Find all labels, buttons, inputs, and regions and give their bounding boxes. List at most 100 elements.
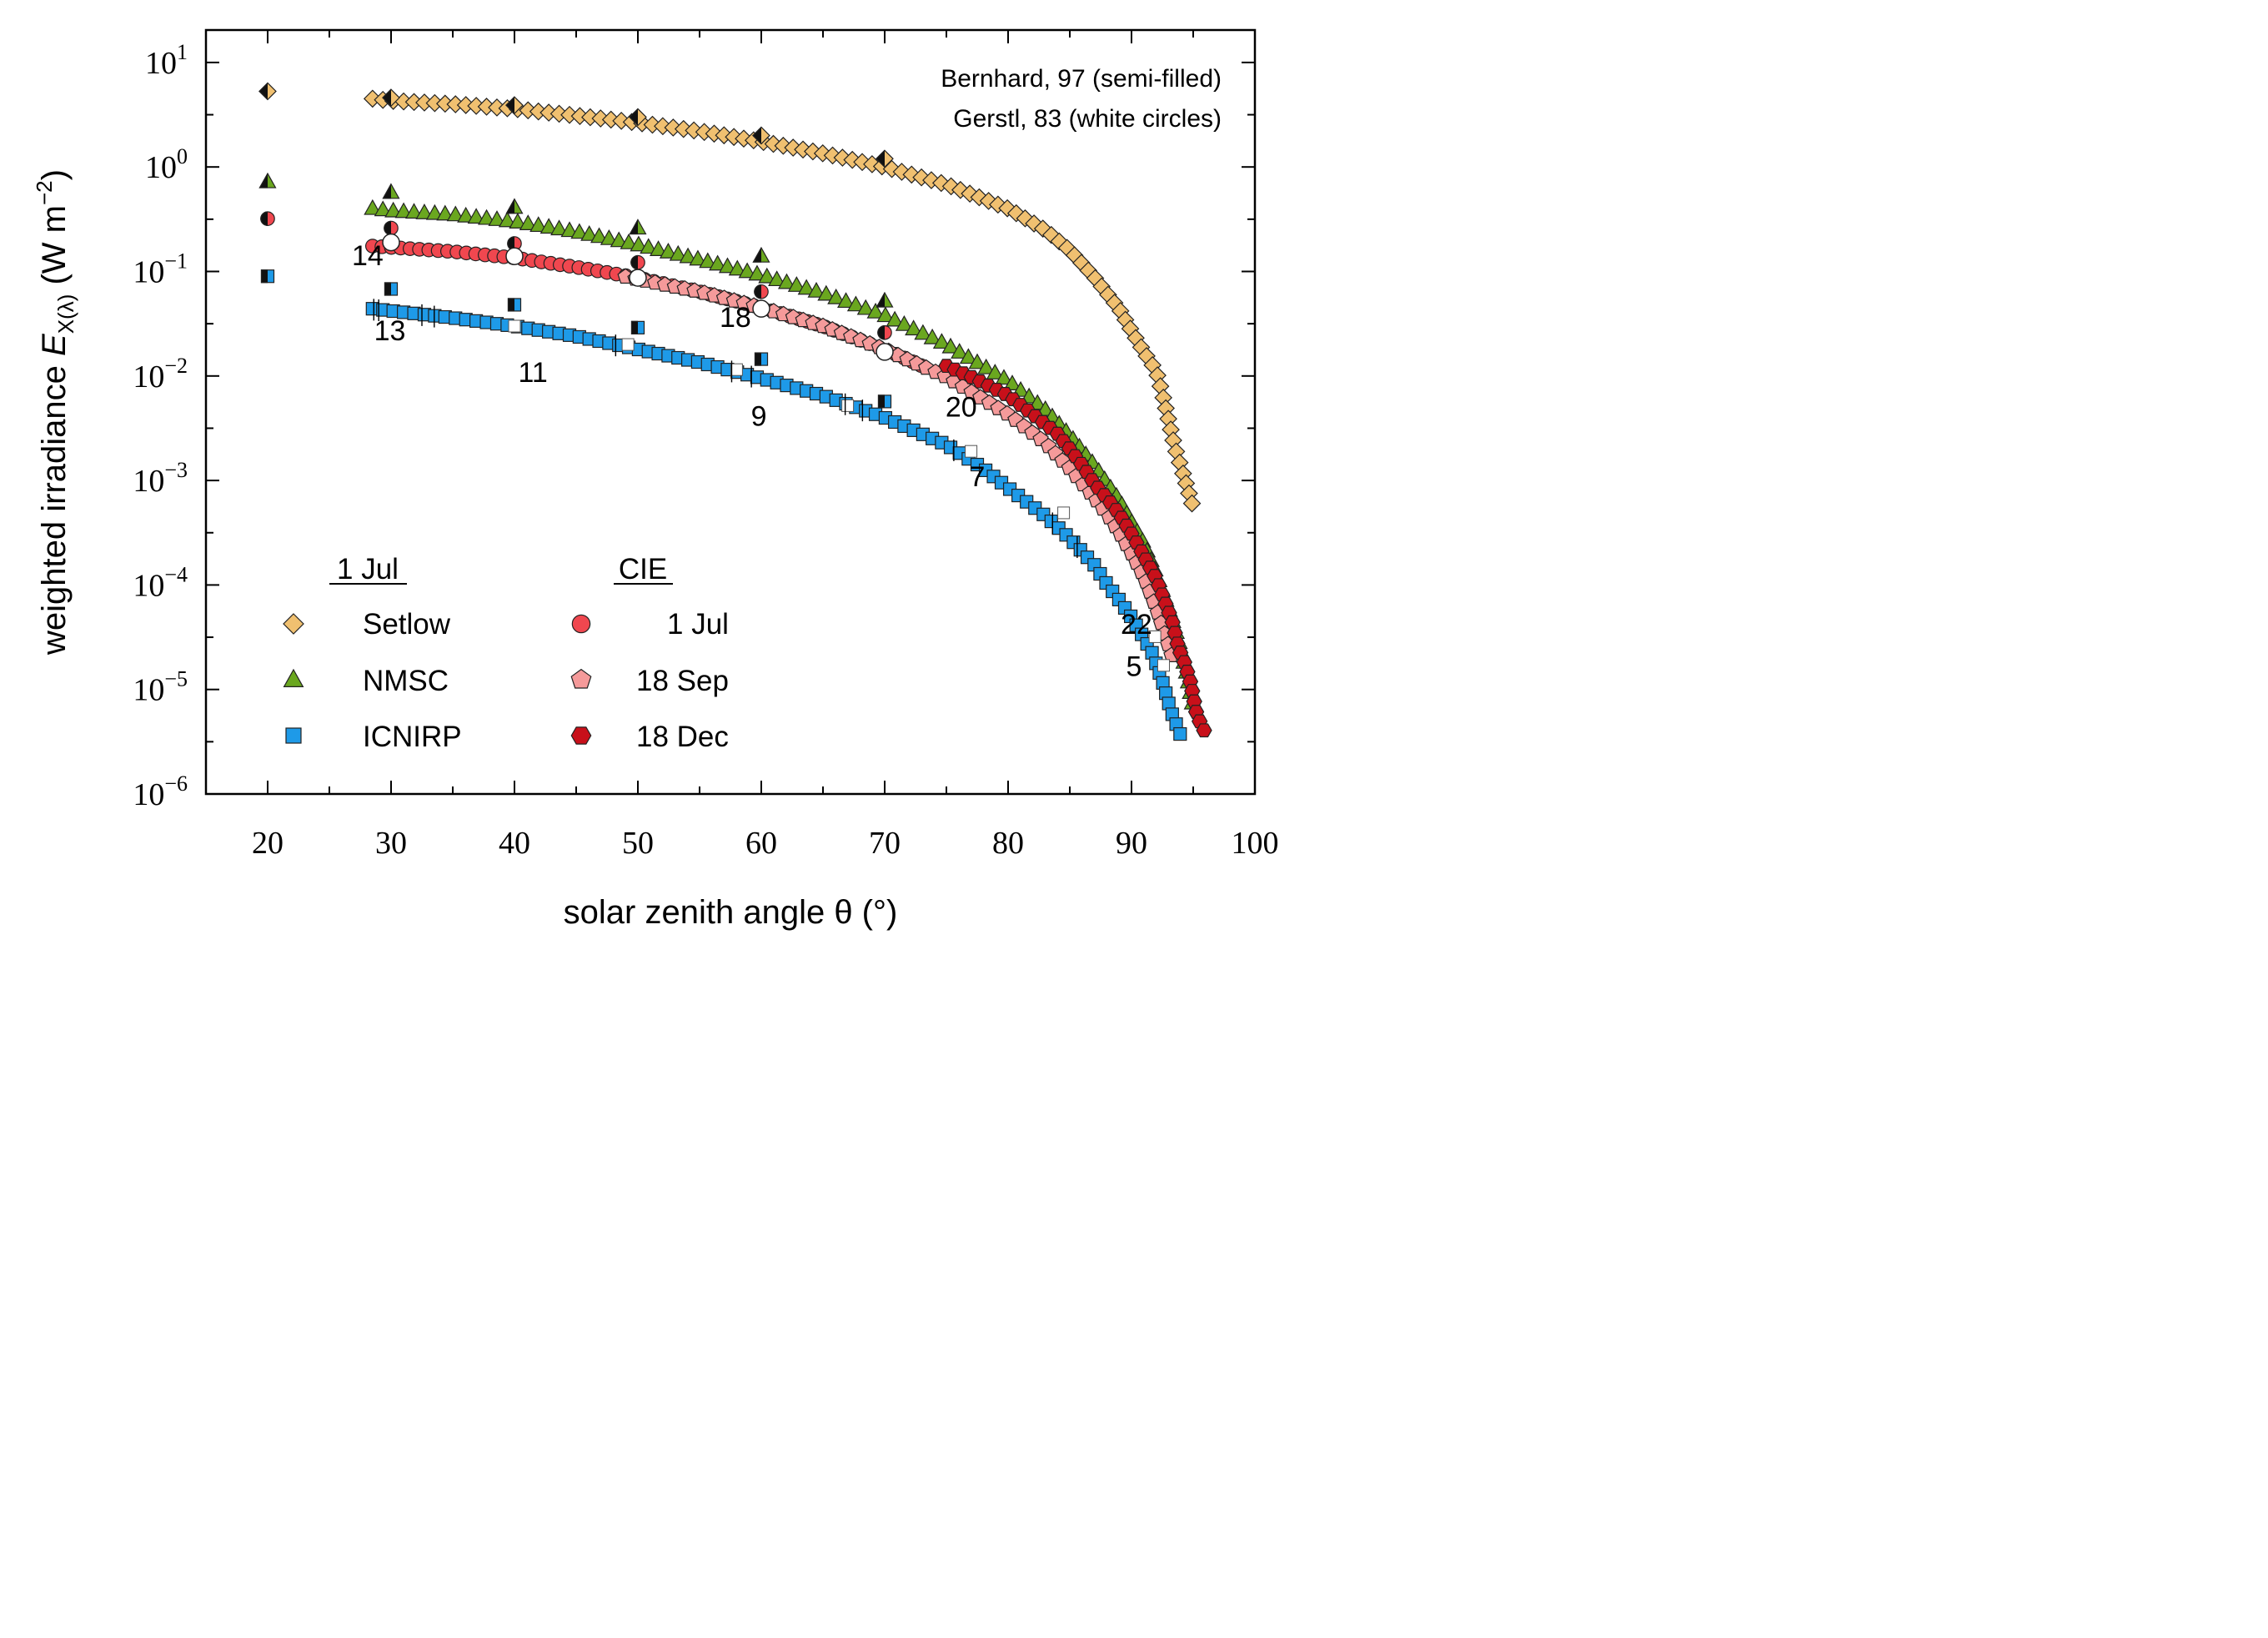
bernhard-point-half (754, 352, 761, 366)
hour-marker-square (1148, 630, 1162, 643)
y-tick-label: 10−3 (133, 458, 188, 499)
bernhard-point-half (382, 88, 391, 108)
bernhard-point-half (629, 108, 638, 127)
hour-label: 18 (720, 302, 751, 334)
hour-label: 14 (352, 240, 384, 272)
bernhard-point-half (876, 149, 885, 168)
data-point (768, 270, 786, 287)
hour-label: 13 (374, 315, 406, 347)
x-tick-labels: 20 30 40 50 60 70 80 90 100 (252, 826, 1279, 861)
hour-marker-square (1057, 506, 1071, 520)
y-tick-label: 10−6 (133, 771, 188, 812)
hour-marker-square (1157, 659, 1170, 672)
data-point (600, 229, 618, 245)
y-axis-label-unit: (W m (36, 205, 73, 294)
data-point (837, 292, 856, 309)
data-point (959, 348, 977, 364)
bernhard-point-half (754, 284, 761, 299)
data-point (914, 324, 932, 340)
data-point (478, 209, 496, 225)
data-point (570, 223, 589, 239)
data-point (1173, 726, 1187, 741)
data-point (650, 240, 668, 256)
annotation-bernhard: Bernhard, 97 (semi-filled) (941, 65, 1222, 93)
bernhard-point-half (384, 282, 391, 296)
data-point (718, 257, 736, 274)
hour-marker-square (508, 319, 521, 333)
bernhard-point-half (260, 269, 268, 284)
legend-marker (570, 726, 592, 745)
data-point (689, 249, 707, 266)
bernhard-point-half (507, 298, 514, 312)
bernhard-point-half (877, 394, 885, 409)
y-tick-exponent: −5 (164, 667, 188, 691)
y-tick-exponent: −1 (164, 249, 188, 274)
legend-label-18sep: 18 Sep (636, 665, 729, 697)
data-point (425, 203, 444, 220)
data-point (787, 276, 805, 292)
series-18-sep (617, 268, 1180, 662)
data-point (374, 200, 392, 217)
data-point (886, 310, 904, 327)
legend-header-right: CIE (619, 553, 667, 585)
gerstl-point (752, 299, 770, 318)
y-axis-label: weighted irradiance EX(λ) (W m−2) (32, 169, 78, 656)
bernhard-point-half (505, 198, 514, 214)
gerstl-points (382, 233, 894, 361)
x-tick-label: 50 (622, 826, 654, 861)
data-point (610, 231, 628, 248)
data-point (807, 281, 825, 298)
data-point (738, 262, 756, 279)
hour-marker-square (730, 363, 743, 376)
y-tick-label: 10−1 (133, 249, 188, 290)
x-tick-label: 100 (1232, 826, 1279, 861)
data-point (580, 224, 599, 241)
data-point (467, 208, 485, 224)
y-tick-label: 101 (145, 40, 188, 81)
data-point (998, 198, 1016, 218)
data-point (620, 233, 638, 249)
data-point (709, 254, 727, 271)
y-tick-base: 10 (133, 255, 164, 290)
data-point (679, 247, 697, 264)
y-tick-base: 10 (133, 464, 164, 499)
y-axis-label-unit-exponent: −2 (32, 180, 57, 205)
data-point (446, 205, 464, 222)
legend-label-18dec: 18 Dec (636, 721, 729, 753)
hour-label: 20 (946, 391, 977, 423)
plot-frame (204, 28, 1257, 796)
data-point (630, 235, 648, 252)
data-point (866, 302, 885, 319)
y-tick-base: 10 (145, 46, 177, 81)
bernhard-point-half (382, 183, 391, 199)
data-point (640, 238, 658, 254)
data-point (394, 202, 413, 219)
data-point (550, 219, 569, 236)
legend-marker (283, 613, 304, 635)
hour-marker-square (621, 338, 635, 351)
y-tick-label: 10−4 (133, 562, 188, 603)
data-marks (258, 82, 1212, 741)
x-tick-label: 80 (992, 826, 1024, 861)
legend: 1 Jul CIE Setlow NMSC ICNIRP 1 Jul 18 Se… (283, 553, 729, 753)
data-point (941, 337, 960, 354)
y-tick-exponent: −3 (164, 458, 188, 482)
bernhard-point-half (629, 219, 638, 235)
legend-label-icnirp: ICNIRP (363, 721, 462, 753)
y-tick-base: 10 (133, 673, 164, 708)
hour-marker-square (965, 445, 978, 458)
legend-marker (283, 668, 304, 688)
legend-markers (283, 613, 592, 745)
legend-label-1jul: 1 Jul (667, 608, 729, 641)
y-tick-exponent: −2 (164, 354, 188, 378)
data-point (876, 306, 895, 323)
axis-ticks (206, 30, 1255, 795)
data-point (539, 218, 558, 234)
y-axis-label-unit-close: ) (36, 169, 73, 180)
y-tick-base: 10 (133, 777, 164, 812)
legend-marker (285, 727, 302, 744)
bernhard-point-half (630, 320, 638, 334)
bernhard-point-half (258, 172, 268, 188)
gerstl-point (382, 233, 400, 252)
